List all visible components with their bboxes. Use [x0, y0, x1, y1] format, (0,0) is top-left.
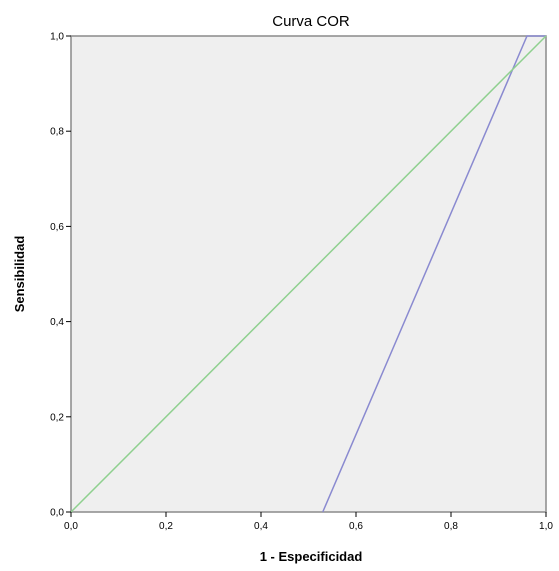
y-tick-label: 1,0 — [50, 32, 64, 43]
x-tick-label: 0,0 — [64, 521, 78, 532]
x-tick-label: 0,2 — [159, 521, 173, 532]
chart-title: Curva COR — [272, 13, 350, 30]
roc-curve-line — [322, 35, 546, 513]
x-tick-label: 0,6 — [349, 521, 363, 532]
y-tick-label: 0,6 — [50, 222, 64, 233]
y-axis-label: Sensibilidad — [12, 236, 27, 313]
x-tick-label: 0,4 — [254, 521, 268, 532]
y-tick-label: 0,2 — [50, 412, 64, 423]
y-tick-label: 0,8 — [50, 127, 64, 138]
reference-diagonal-line — [70, 35, 547, 513]
y-tick-label: 0,4 — [50, 317, 64, 328]
x-tick-label: 0,8 — [444, 521, 458, 532]
x-tick-label: 1,0 — [539, 521, 553, 532]
y-tick-label: 0,0 — [50, 508, 64, 519]
x-axis-label: 1 - Especificidad — [260, 549, 363, 564]
